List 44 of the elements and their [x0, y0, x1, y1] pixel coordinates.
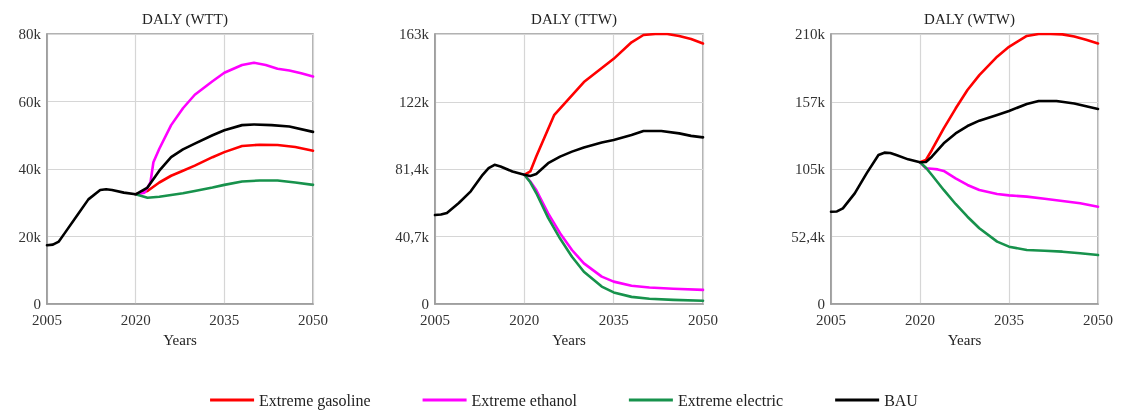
x-tick-label: 2005 [816, 311, 846, 328]
y-tick-label: 157k [795, 94, 826, 111]
chart-title: DALY (TTW) [531, 10, 617, 28]
legend-label: Extreme electric [677, 391, 784, 409]
x-tick-label: 2020 [905, 311, 935, 328]
y-tick-label: 0 [817, 296, 825, 312]
y-tick-label: 105k [795, 161, 826, 177]
y-tick-label: 40k [18, 161, 42, 177]
x-axis-title: Years [552, 331, 586, 348]
legend-label: Extreme ethanol [471, 391, 578, 409]
x-tick-label: 2005 [32, 311, 62, 328]
x-tick-label: 2005 [420, 311, 450, 328]
line-series [45, 123, 315, 247]
x-tick-label: 2035 [994, 311, 1024, 328]
y-tick-label: 210k [795, 26, 826, 42]
chart-title: DALY (WTW) [924, 10, 1015, 28]
x-tick-label: 2050 [688, 311, 718, 328]
y-tick-label: 52,4k [791, 228, 826, 245]
x-axis-title: Years [947, 331, 982, 348]
y-tick-label: 0 [421, 296, 429, 312]
chart-title: DALY (WTT) [142, 10, 228, 28]
legend-label: BAU [884, 391, 919, 409]
line-series [523, 32, 705, 177]
x-tick-label: 2020 [120, 311, 151, 328]
x-tick-label: 2035 [209, 311, 240, 328]
legend-label: Extreme gasoline [259, 391, 371, 410]
y-tick-label: 40,7k [395, 228, 430, 245]
y-tick-label: 20k [18, 228, 42, 245]
x-tick-label: 2020 [509, 311, 540, 328]
y-tick-label: 80k [18, 26, 42, 42]
x-tick-label: 2035 [598, 311, 629, 328]
y-tick-label: 163k [399, 26, 430, 42]
y-tick-label: 60k [18, 93, 42, 110]
line-series [433, 129, 705, 217]
y-tick-label: 122k [399, 93, 430, 110]
x-tick-label: 2050 [298, 311, 328, 328]
x-tick-label: 2050 [1083, 311, 1113, 328]
line-series [829, 99, 1100, 213]
x-axis-title: Years [163, 331, 197, 348]
line-series [918, 161, 1100, 257]
line-series [918, 32, 1100, 164]
line-series [134, 179, 315, 199]
y-tick-label: 0 [33, 296, 41, 312]
y-tick-label: 81,4k [395, 161, 430, 178]
